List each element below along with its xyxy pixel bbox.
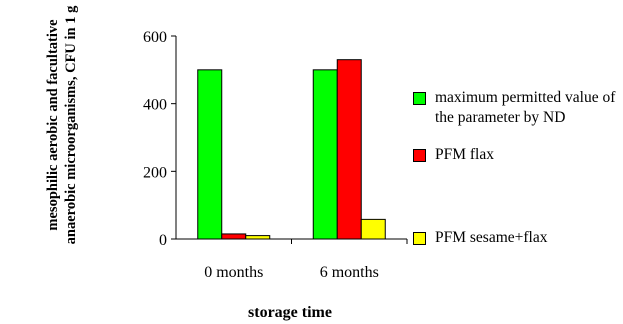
- y-tick-label: 600: [143, 29, 167, 46]
- bar: [245, 235, 271, 240]
- y-tick-label: 400: [143, 97, 167, 114]
- legend-swatch-pfm-flax: [413, 149, 426, 162]
- x-tick-label: 0 months: [204, 264, 263, 281]
- bar: [360, 218, 386, 240]
- y-tick-label: 200: [143, 164, 167, 181]
- y-tick-label: 0: [159, 232, 167, 249]
- y-axis-label: mesophilic aerobic and facultative anaer…: [45, 5, 79, 245]
- bars: [197, 59, 386, 240]
- legend-label-max-permitted: maximum permitted value of the parameter…: [435, 89, 616, 126]
- bar: [197, 69, 223, 240]
- bar: [336, 59, 362, 240]
- y-axis-label-container: mesophilic aerobic and facultative anaer…: [6, 0, 118, 250]
- tick-labels: 0 200 400 600 0 months 6 months: [143, 29, 379, 281]
- bar: [221, 233, 247, 240]
- bar: [312, 69, 338, 240]
- legend-label-pfm-flax: PFM flax: [435, 146, 494, 163]
- x-axis-label: storage time: [248, 304, 332, 321]
- legend-swatch-pfm-sesame-flax: [413, 232, 426, 245]
- x-tick-label: 6 months: [320, 264, 379, 281]
- legend-label-pfm-sesame-flax: PFM sesame+flax: [435, 229, 548, 246]
- legend-swatch-max-permitted: [413, 92, 426, 105]
